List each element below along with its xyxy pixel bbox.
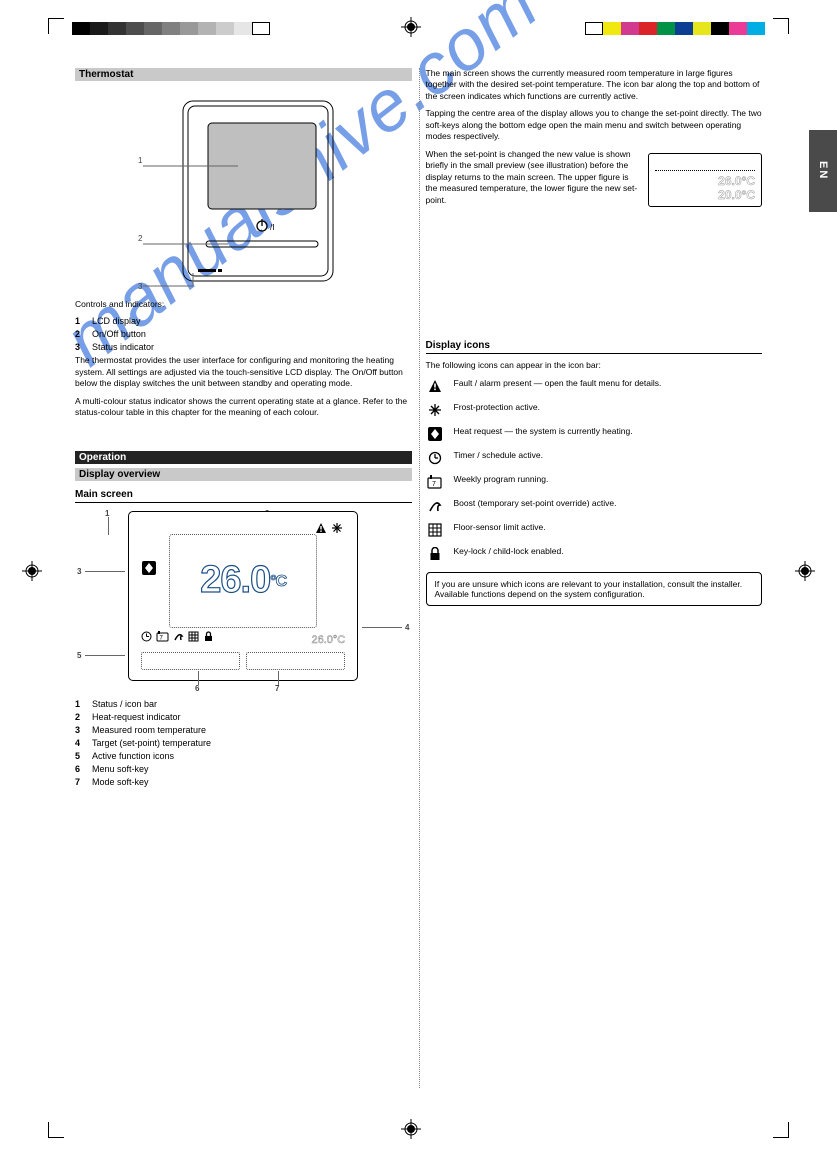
lcd-status-icons bbox=[315, 522, 343, 534]
registration-mark-icon bbox=[401, 17, 421, 37]
frost-icon bbox=[426, 402, 444, 418]
week-icon: 7 bbox=[426, 474, 444, 490]
svg-text:7: 7 bbox=[432, 481, 436, 488]
body-text: The following icons can appear in the ic… bbox=[426, 360, 763, 371]
temp-value: 26.0 bbox=[200, 559, 270, 601]
icon-desc: Timer / schedule active. bbox=[454, 450, 543, 460]
icon-desc: Heat request — the system is currently h… bbox=[454, 426, 633, 436]
body-text: A multi-colour status indicator shows th… bbox=[75, 396, 412, 419]
lcd-annotation-list: 1Status / icon bar 2Heat-request indicat… bbox=[75, 699, 412, 787]
annot-label: Active function icons bbox=[92, 751, 174, 761]
body-text: The thermostat provides the user interfa… bbox=[75, 355, 412, 389]
temp-unit: °C bbox=[270, 573, 286, 590]
annot-label: On/Off button bbox=[92, 329, 146, 339]
lock-icon bbox=[203, 631, 214, 642]
registration-mark-icon bbox=[22, 561, 42, 581]
device-list-intro: Controls and indicators: bbox=[75, 299, 412, 310]
body-text: The main screen shows the currently meas… bbox=[426, 68, 763, 102]
device-annotation-list: 1LCD display 2On/Off button 3Status indi… bbox=[75, 316, 412, 352]
lcd-softkey-menu bbox=[141, 652, 240, 670]
annot-label: LCD display bbox=[92, 316, 141, 326]
section-heading: Thermostat bbox=[75, 68, 412, 81]
list-item: Boost (temporary set-point override) act… bbox=[426, 498, 763, 514]
icon-desc: Floor-sensor limit active. bbox=[454, 522, 546, 532]
setpoint-preview-illustration: 26.0°C 20.0°C bbox=[648, 153, 762, 207]
grid-icon bbox=[188, 631, 199, 642]
list-item: Floor-sensor limit active. bbox=[426, 522, 763, 538]
body-text: When the set-point is changed the new va… bbox=[426, 149, 639, 206]
frost-icon bbox=[331, 522, 343, 534]
clock-icon bbox=[141, 631, 152, 642]
list-item: 7 Weekly program running. bbox=[426, 474, 763, 490]
list-item: Key-lock / child-lock enabled. bbox=[426, 546, 763, 562]
list-item: Fault / alarm present — open the fault m… bbox=[426, 378, 763, 394]
body-text: Tapping the centre area of the display a… bbox=[426, 108, 763, 142]
column-divider bbox=[419, 68, 420, 1088]
alarm-icon bbox=[426, 378, 444, 394]
color-bar bbox=[585, 22, 765, 35]
lcd-box: 26.0°C 26.0°C 7 bbox=[128, 511, 358, 681]
section-heading-dark: Operation bbox=[75, 451, 412, 464]
page-body: Thermostat /I 1 2 bbox=[75, 68, 762, 1088]
boost-icon bbox=[426, 498, 444, 514]
language-tab: EN bbox=[809, 130, 837, 212]
heat-icon bbox=[426, 426, 444, 442]
list-item: Timer / schedule active. bbox=[426, 450, 763, 466]
preview-setpoint-temp: 20.0°C bbox=[655, 188, 755, 202]
crop-mark bbox=[48, 1122, 64, 1138]
grayscale-bar bbox=[72, 22, 270, 35]
crop-mark bbox=[773, 18, 789, 34]
icon-desc: Fault / alarm present — open the fault m… bbox=[454, 378, 662, 388]
annot-label: Status indicator bbox=[92, 342, 154, 352]
icon-desc: Frost-protection active. bbox=[454, 402, 540, 412]
list-item: Heat request — the system is currently h… bbox=[426, 426, 763, 442]
lcd-setpoint: 26.0°C bbox=[311, 634, 345, 646]
left-column: Thermostat /I 1 2 bbox=[75, 68, 412, 1088]
svg-text:1: 1 bbox=[138, 156, 143, 165]
annot-label: Heat-request indicator bbox=[92, 712, 181, 722]
grid-icon bbox=[426, 522, 444, 538]
annot-label: Target (set-point) temperature bbox=[92, 738, 211, 748]
svg-text:2: 2 bbox=[138, 234, 143, 243]
heat-icon bbox=[141, 560, 157, 578]
lcd-diagram: 1 2 26.0°C 26.0°C bbox=[75, 511, 412, 681]
clock-icon bbox=[426, 450, 444, 466]
list-item: Frost-protection active. bbox=[426, 402, 763, 418]
lcd-function-icons: 7 bbox=[141, 631, 214, 642]
annot-label: Mode soft-key bbox=[92, 777, 149, 787]
preview-measured-temp: 26.0°C bbox=[655, 174, 755, 188]
note-box: If you are unsure which icons are releva… bbox=[426, 572, 763, 606]
boost-icon bbox=[173, 631, 184, 642]
right-column: The main screen shows the currently meas… bbox=[426, 68, 763, 1088]
icon-desc: Key-lock / child-lock enabled. bbox=[454, 546, 564, 556]
sub-heading: Display icons bbox=[426, 340, 763, 354]
registration-mark-icon bbox=[401, 1119, 421, 1139]
lcd-softkey-mode bbox=[246, 652, 345, 670]
svg-text:3: 3 bbox=[138, 282, 143, 291]
week-icon: 7 bbox=[156, 631, 169, 642]
icon-desc: Boost (temporary set-point override) act… bbox=[454, 498, 617, 508]
sub-heading: Main screen bbox=[75, 489, 412, 503]
registration-mark-icon bbox=[795, 561, 815, 581]
crop-mark bbox=[48, 18, 64, 34]
annot-label: Status / icon bar bbox=[92, 699, 157, 709]
alarm-icon bbox=[315, 522, 327, 534]
thermostat-illustration: /I 1 2 3 bbox=[138, 91, 348, 291]
svg-text:/I: /I bbox=[270, 223, 274, 232]
section-heading: Display overview bbox=[75, 468, 412, 481]
annot-label: Menu soft-key bbox=[92, 764, 149, 774]
lcd-main-temp: 26.0°C bbox=[169, 534, 317, 628]
annot-label: Measured room temperature bbox=[92, 725, 206, 735]
icon-legend-list: Fault / alarm present — open the fault m… bbox=[426, 378, 763, 562]
lock-icon bbox=[426, 546, 444, 562]
icon-desc: Weekly program running. bbox=[454, 474, 549, 484]
crop-mark bbox=[773, 1122, 789, 1138]
